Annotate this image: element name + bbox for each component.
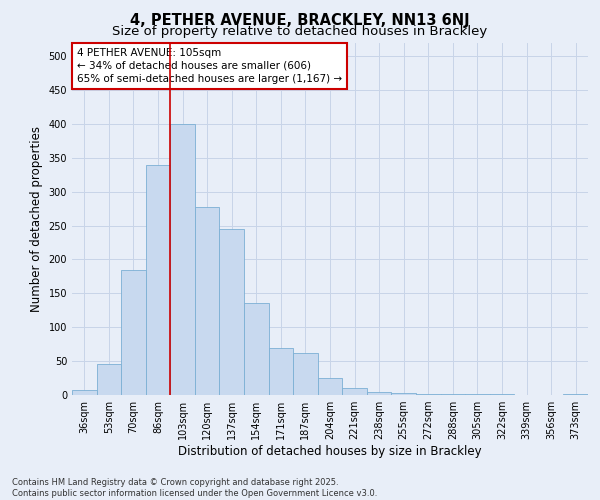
- Text: Size of property relative to detached houses in Brackley: Size of property relative to detached ho…: [112, 25, 488, 38]
- Bar: [244, 304, 269, 395]
- Bar: [269, 348, 293, 395]
- Bar: [367, 392, 391, 395]
- Bar: [440, 394, 465, 395]
- Y-axis label: Number of detached properties: Number of detached properties: [30, 126, 43, 312]
- Bar: [416, 394, 440, 395]
- Bar: [563, 394, 588, 395]
- Bar: [97, 364, 121, 395]
- Text: Contains HM Land Registry data © Crown copyright and database right 2025.
Contai: Contains HM Land Registry data © Crown c…: [12, 478, 377, 498]
- Bar: [342, 388, 367, 395]
- Bar: [490, 394, 514, 395]
- Bar: [220, 229, 244, 395]
- X-axis label: Distribution of detached houses by size in Brackley: Distribution of detached houses by size …: [178, 445, 482, 458]
- Bar: [465, 394, 490, 395]
- Bar: [72, 390, 97, 395]
- Bar: [318, 378, 342, 395]
- Bar: [391, 393, 416, 395]
- Text: 4, PETHER AVENUE, BRACKLEY, NN13 6NJ: 4, PETHER AVENUE, BRACKLEY, NN13 6NJ: [130, 12, 470, 28]
- Bar: [121, 270, 146, 395]
- Text: 4 PETHER AVENUE: 105sqm
← 34% of detached houses are smaller (606)
65% of semi-d: 4 PETHER AVENUE: 105sqm ← 34% of detache…: [77, 48, 342, 84]
- Bar: [195, 206, 220, 395]
- Bar: [170, 124, 195, 395]
- Bar: [146, 164, 170, 395]
- Bar: [293, 353, 318, 395]
